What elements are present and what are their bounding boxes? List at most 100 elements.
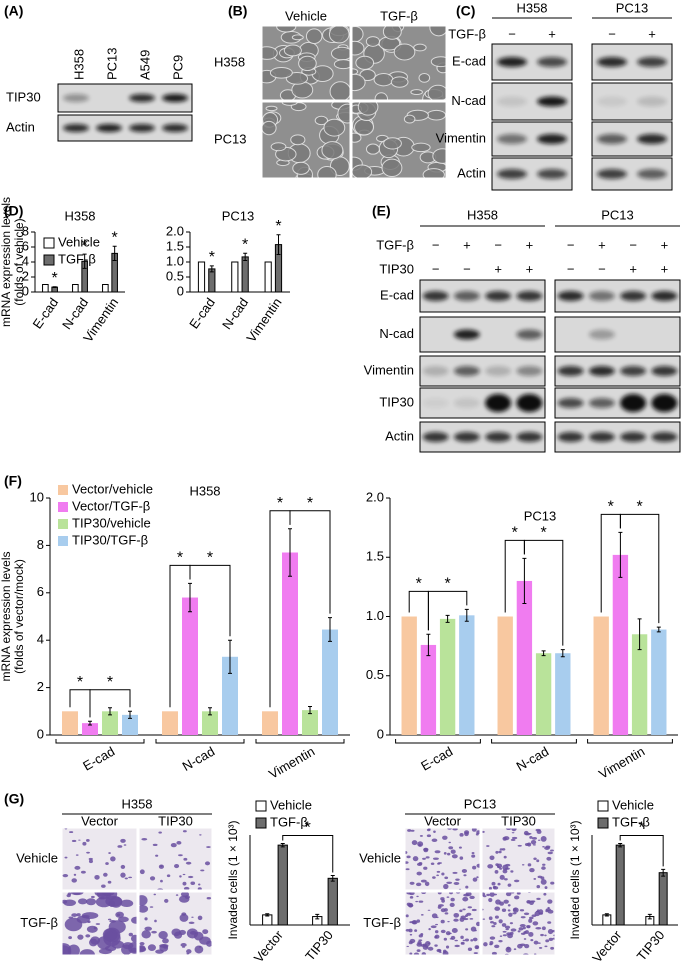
row-label: TIP30 bbox=[379, 394, 414, 409]
y-tick-label: 1.5 bbox=[166, 238, 184, 253]
cell bbox=[409, 933, 413, 936]
cell bbox=[413, 43, 427, 52]
legend-swatch bbox=[58, 536, 68, 546]
blot-band bbox=[63, 94, 89, 102]
y-tick-label: 0 bbox=[22, 283, 29, 298]
cell bbox=[365, 36, 381, 47]
cell bbox=[149, 876, 156, 881]
group-bracket bbox=[255, 739, 345, 744]
panel-label: (G) bbox=[4, 791, 24, 807]
panel-label: (F) bbox=[4, 473, 22, 489]
row-label: E-cad bbox=[452, 53, 486, 68]
cell bbox=[144, 917, 148, 921]
y-axis-label: (folds of vehicle) bbox=[12, 218, 26, 305]
blot-band bbox=[597, 57, 627, 67]
blot-band bbox=[129, 94, 155, 102]
micrograph bbox=[352, 102, 446, 178]
cell bbox=[546, 856, 552, 861]
cell bbox=[409, 881, 415, 885]
cell bbox=[510, 870, 514, 873]
cell bbox=[406, 855, 411, 859]
cell bbox=[517, 844, 522, 847]
cell bbox=[139, 905, 149, 913]
cell bbox=[504, 878, 508, 881]
bar bbox=[102, 284, 109, 293]
cell bbox=[85, 934, 91, 938]
cell bbox=[120, 872, 126, 878]
row-label: Vehicle bbox=[359, 850, 401, 865]
cell bbox=[108, 852, 111, 854]
cell bbox=[443, 852, 447, 855]
blot-band bbox=[516, 394, 543, 412]
cell bbox=[450, 935, 456, 940]
cell bbox=[149, 906, 154, 908]
error-bar bbox=[328, 617, 332, 642]
cell bbox=[469, 895, 475, 900]
legend-label: TGF-β bbox=[612, 814, 650, 829]
cell bbox=[412, 856, 419, 862]
cell bbox=[141, 838, 148, 841]
cell bbox=[461, 868, 468, 873]
cell bbox=[110, 856, 116, 862]
cell bbox=[321, 141, 344, 160]
cell bbox=[101, 884, 106, 888]
bar bbox=[72, 284, 79, 293]
cell bbox=[465, 928, 469, 931]
blot-band bbox=[588, 291, 615, 301]
blot-band bbox=[422, 291, 449, 301]
sign: − bbox=[432, 237, 440, 252]
cell bbox=[430, 862, 435, 866]
cell bbox=[197, 915, 203, 921]
cell bbox=[466, 912, 472, 916]
lane-label: PC13 bbox=[104, 47, 119, 80]
cell bbox=[452, 828, 458, 831]
y-axis-label: mRNA expression levels bbox=[0, 197, 13, 327]
cell bbox=[408, 928, 413, 933]
bar bbox=[615, 844, 625, 926]
cell bbox=[70, 892, 84, 896]
cell bbox=[474, 945, 480, 950]
cell bbox=[194, 945, 204, 954]
blot-band bbox=[453, 432, 480, 442]
cell bbox=[528, 916, 534, 920]
cell bbox=[462, 939, 466, 942]
blot-band bbox=[497, 57, 527, 67]
cell bbox=[505, 892, 512, 897]
cell bbox=[502, 869, 508, 874]
cell bbox=[540, 933, 544, 937]
bar bbox=[401, 616, 417, 735]
y-axis-label: Invaded cells (1 × 10³) bbox=[226, 820, 240, 939]
cell bbox=[455, 892, 461, 894]
cell bbox=[180, 892, 190, 897]
blot-band bbox=[620, 366, 647, 376]
blot-band bbox=[537, 57, 567, 67]
significance-bracket bbox=[427, 590, 468, 631]
bar bbox=[420, 644, 437, 735]
cell bbox=[183, 886, 190, 890]
cell bbox=[472, 877, 478, 882]
cell bbox=[422, 857, 426, 860]
cell bbox=[488, 886, 492, 890]
cell bbox=[323, 118, 346, 137]
y-tick-label: 2 bbox=[22, 268, 29, 283]
panel-label: (A) bbox=[4, 3, 23, 19]
cell bbox=[329, 81, 350, 100]
cell bbox=[482, 918, 486, 920]
bar bbox=[231, 261, 239, 293]
cell bbox=[270, 142, 287, 152]
cell bbox=[533, 940, 539, 945]
lane-label: H358 bbox=[71, 49, 86, 80]
cell bbox=[489, 936, 496, 940]
cell bbox=[94, 874, 100, 880]
cell bbox=[508, 912, 513, 917]
cell bbox=[437, 892, 442, 895]
bar bbox=[202, 711, 218, 735]
cell bbox=[409, 895, 414, 899]
x-tick-label: Vimentin bbox=[596, 744, 647, 782]
row-label: PC13 bbox=[214, 131, 247, 146]
cell bbox=[123, 844, 127, 846]
cell bbox=[494, 906, 501, 911]
error-bar bbox=[426, 633, 431, 657]
cell bbox=[434, 850, 441, 854]
cell bbox=[79, 949, 95, 955]
